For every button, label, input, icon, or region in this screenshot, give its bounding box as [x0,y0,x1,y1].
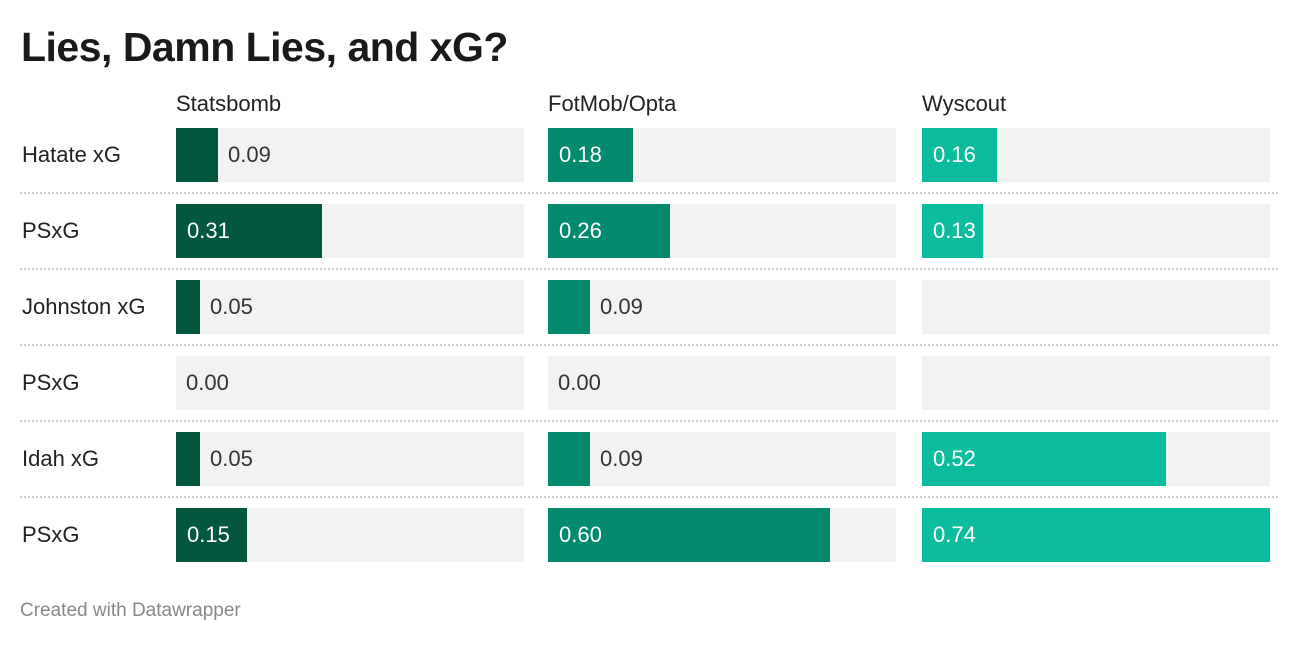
bar-track: 0.09 [176,128,524,182]
bar-statsbomb [176,280,200,334]
bar-track: 0.31 [176,204,524,258]
column-header-statsbomb: Statsbomb [176,91,282,116]
bar-value-label: 0.09 [600,294,643,319]
bar-statsbomb [176,128,218,182]
bar-value-label: 0.15 [187,522,230,547]
row-divider [20,496,1278,498]
bar-fotmob-opta [548,508,830,562]
bar-value-label: 0.05 [210,294,253,319]
bar-value-label: 0.74 [933,522,976,547]
bar-value-label: 0.09 [600,446,643,471]
bar-value-label: 0.13 [933,218,976,243]
bar-value-label: 0.00 [186,370,229,395]
bar-fotmob-opta [548,432,590,486]
row-label: PSxG [22,218,80,243]
column-header-fotmob-opta: FotMob/Opta [548,91,677,116]
bar-wyscout [922,508,1270,562]
row-divider [20,268,1278,270]
bar-value-label: 0.26 [559,218,602,243]
bar-track [922,280,1270,334]
bar-track: 0.13 [922,204,1270,258]
row-divider [20,192,1278,194]
bar-fotmob-opta [548,128,633,182]
bar-track: 0.15 [176,508,524,562]
column-header-wyscout: Wyscout [922,91,1007,116]
bar-statsbomb [176,432,200,486]
row-label: PSxG [22,370,80,395]
bar-track [922,356,1270,410]
row-label: PSxG [22,522,80,547]
bar-track: 0.00 [176,356,524,410]
bar-value-label: 0.05 [210,446,253,471]
bar-value-label: 0.00 [558,370,601,395]
bar-wyscout [922,432,1166,486]
bar-track: 0.74 [922,508,1270,562]
bar-track: 0.18 [548,128,896,182]
bar-track: 0.00 [548,356,896,410]
bar-track: 0.09 [548,432,896,486]
bar-track: 0.26 [548,204,896,258]
chart-title: Lies, Damn Lies, and xG? [21,24,508,70]
bar-track: 0.09 [548,280,896,334]
footer-credit: Created with Datawrapper [20,600,241,621]
bar-value-label: 0.16 [933,142,976,167]
bar-track: 0.05 [176,432,524,486]
bar-value-label: 0.31 [187,218,230,243]
row-label: Hatate xG [22,142,122,167]
bar-fotmob-opta [548,280,590,334]
bar-fotmob-opta [548,204,670,258]
bar-track: 0.52 [922,432,1270,486]
row-divider [20,344,1278,346]
bar-statsbomb [176,204,322,258]
bar-track: 0.16 [922,128,1270,182]
bar-wyscout [922,204,983,258]
row-label: Idah xG [22,446,100,471]
bar-value-label: 0.18 [559,142,602,167]
bar-value-label: 0.60 [559,522,602,547]
row-divider [20,420,1278,422]
bar-track: 0.05 [176,280,524,334]
bar-wyscout [922,128,997,182]
bar-value-label: 0.52 [933,446,976,471]
bar-track: 0.60 [548,508,896,562]
bar-statsbomb [176,508,247,562]
row-label: Johnston xG [22,294,146,319]
bar-value-label: 0.09 [228,142,271,167]
